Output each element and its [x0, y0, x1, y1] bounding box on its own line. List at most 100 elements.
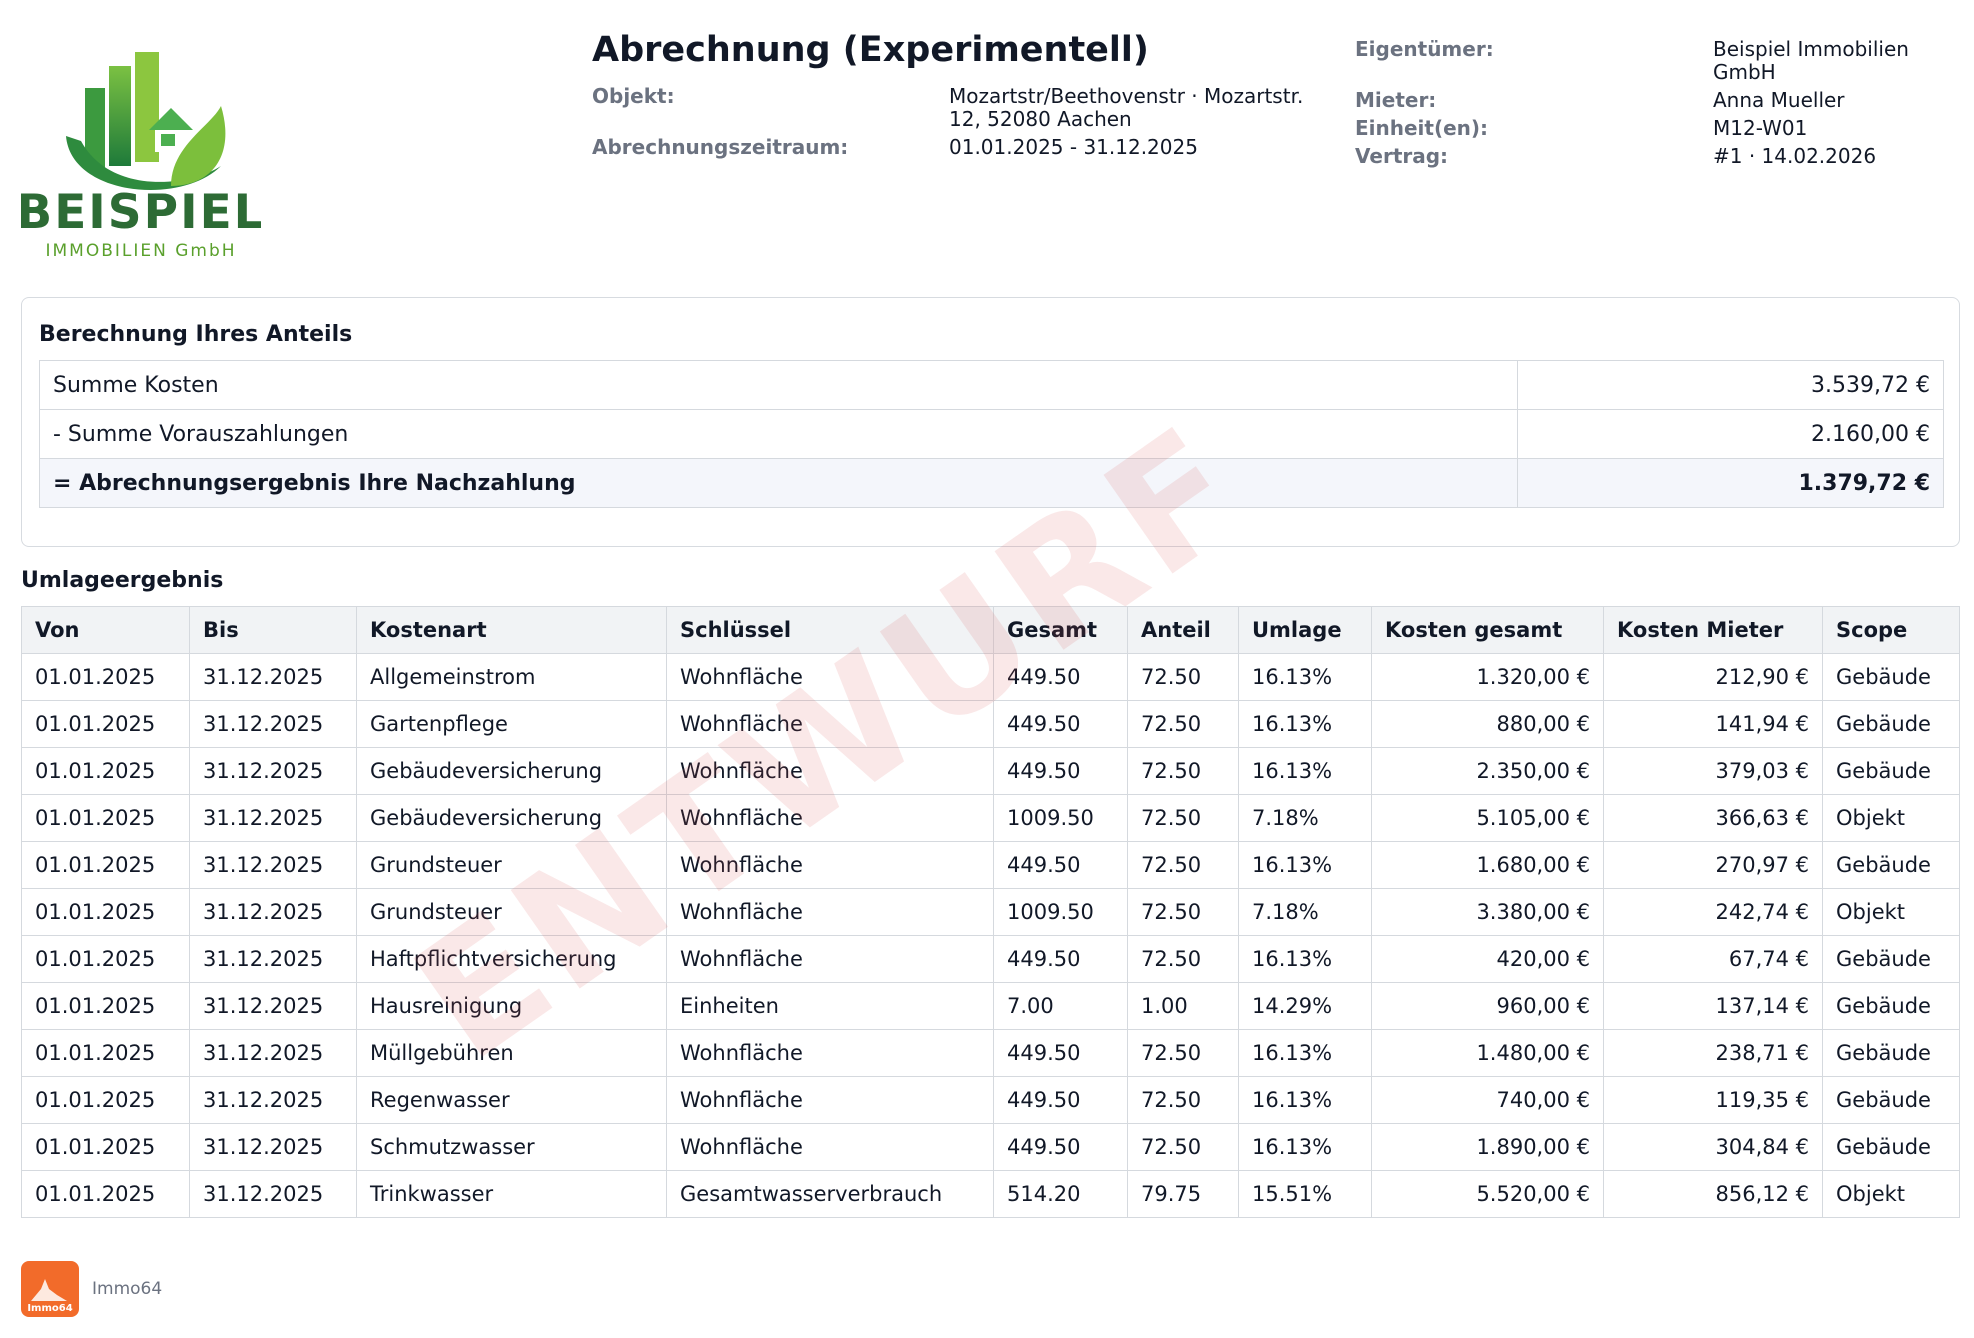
table-cell: 01.01.2025 [21, 653, 190, 701]
table-cell: Müllgebühren [356, 1029, 667, 1077]
logo: BEISPIEL IMMOBILIEN GmbH [21, 52, 261, 261]
table-cell: Wohnfläche [666, 1123, 994, 1171]
field-label: Vertrag: [1355, 144, 1449, 168]
column-header: Anteil [1127, 606, 1239, 654]
table-cell: Allgemeinstrom [356, 653, 667, 701]
table-cell: Wohnfläche [666, 935, 994, 983]
summary-cell: 1.379,72 € [1517, 458, 1944, 508]
summary-row: - Summe Vorauszahlungen 2.160,00 € [39, 409, 1944, 459]
table-cell: 141,94 € [1603, 700, 1823, 748]
table-cell: Wohnfläche [666, 1076, 994, 1124]
table-cell: 67,74 € [1603, 935, 1823, 983]
table-cell: 16.13% [1238, 1029, 1372, 1077]
field-label: Mieter: [1355, 88, 1437, 112]
column-header: Scope [1822, 606, 1960, 654]
field-label: Abrechnungszeitraum: [592, 135, 849, 159]
table-cell: Einheiten [666, 982, 994, 1030]
logo-name: BEISPIEL [21, 185, 261, 240]
table-cell: 72.50 [1127, 653, 1239, 701]
table-cell: 449.50 [993, 700, 1128, 748]
table-cell: 16.13% [1238, 935, 1372, 983]
footer-icon: Immo64 [21, 1261, 79, 1317]
table-cell: 31.12.2025 [189, 1170, 357, 1218]
parties: Eigentümer: Beispiel Immobilien GmbH Miete… [1355, 38, 1958, 168]
table-cell: 16.13% [1238, 700, 1372, 748]
summary-row: = Abrechnungsergebnis Ihre Nachzahlung 1.… [39, 458, 1944, 508]
table-cell: 366,63 € [1603, 794, 1823, 842]
summary-box [21, 297, 1960, 547]
table-cell: 16.13% [1238, 747, 1372, 795]
table-cell: Objekt [1822, 888, 1960, 936]
table-cell: 449.50 [993, 1076, 1128, 1124]
table-cell: 1009.50 [993, 794, 1128, 842]
table-cell: 01.01.2025 [21, 1123, 190, 1171]
table-cell: 31.12.2025 [189, 841, 357, 889]
table-cell: Wohnfläche [666, 747, 994, 795]
logo-window [161, 134, 175, 146]
logo-subtitle: IMMOBILIEN GmbH [45, 241, 236, 261]
field-label: Eigentümer: [1355, 37, 1494, 61]
table-cell: 01.01.2025 [21, 1029, 190, 1077]
table-cell: Haftpflichtversicherung [356, 935, 667, 983]
table-cell: 119,35 € [1603, 1076, 1823, 1124]
summary-table: Summe Kosten 3.539,72 € - Summe Vorauszahl… [39, 360, 1944, 508]
table-cell: Wohnfläche [666, 841, 994, 889]
column-header: Von [21, 606, 190, 654]
table-cell: Grundsteuer [356, 841, 667, 889]
table-cell: Gebäude [1822, 1076, 1960, 1124]
table-row: 01.01.2025 31.12.2025 Gebäudeversicherung W… [21, 794, 1960, 842]
table-cell: Gebäudeversicherung [356, 794, 667, 842]
summary-row: Summe Kosten 3.539,72 € [39, 360, 1944, 410]
table-cell: Wohnfläche [666, 1029, 994, 1077]
summary-cell: - Summe Vorauszahlungen [39, 409, 1518, 459]
table-cell: 15.51% [1238, 1170, 1372, 1218]
table-cell: Gebäude [1822, 1123, 1960, 1171]
table-cell: 1.00 [1127, 982, 1239, 1030]
field-value: #1 · 14.02.2026 [1713, 144, 1877, 168]
table-cell: 01.01.2025 [21, 700, 190, 748]
field-value: M12-W01 [1713, 116, 1808, 140]
table-cell: Objekt [1822, 1170, 1960, 1218]
table-cell: Gebäude [1822, 841, 1960, 889]
fields: Objekt: Mozartstr/Beethovenstr · Mozartst… [592, 85, 1329, 159]
table-cell: 856,12 € [1603, 1170, 1823, 1218]
table-cell: Gebäude [1822, 982, 1960, 1030]
table-cell: 1.320,00 € [1371, 653, 1604, 701]
field-value: 01.01.2025 - 31.12.2025 [949, 135, 1198, 159]
field-value: Mozartstr/Beethovenstr · Mozartstr. 12, … [949, 84, 1304, 131]
table-cell: 7.00 [993, 982, 1128, 1030]
table-row: 01.01.2025 31.12.2025 Hausreinigung Einheit… [21, 982, 1960, 1030]
table-cell: Gebäude [1822, 653, 1960, 701]
field-value: Beispiel Immobilien GmbH [1713, 37, 1909, 84]
table-cell: 72.50 [1127, 935, 1239, 983]
table-row: 01.01.2025 31.12.2025 Regenwasser Wohnfläch… [21, 1076, 1960, 1124]
summary-title: Berechnung Ihres Anteils [39, 322, 353, 347]
table-cell: 31.12.2025 [189, 1123, 357, 1171]
table-cell: 137,14 € [1603, 982, 1823, 1030]
cost-table: Von Bis Kostenart Schlüssel Gesamt Anteil Umla… [21, 606, 1960, 1218]
logo-building [109, 66, 131, 166]
table-cell: 379,03 € [1603, 747, 1823, 795]
table-row: 01.01.2025 31.12.2025 Grundsteuer Wohnfläch… [21, 888, 1960, 936]
table-cell: 270,97 € [1603, 841, 1823, 889]
table-cell: 79.75 [1127, 1170, 1239, 1218]
table-cell: 16.13% [1238, 1076, 1372, 1124]
table-cell: 01.01.2025 [21, 841, 190, 889]
table-cell: Regenwasser [356, 1076, 667, 1124]
table-cell: 304,84 € [1603, 1123, 1823, 1171]
table-cell: Gesamtwasserverbrauch [666, 1170, 994, 1218]
table-cell: 2.350,00 € [1371, 747, 1604, 795]
field-value: Anna Mueller [1713, 88, 1845, 112]
table-cell: Objekt [1822, 794, 1960, 842]
table-cell: Wohnfläche [666, 700, 994, 748]
table-row: 01.01.2025 31.12.2025 Trinkwasser Gesamtwas… [21, 1170, 1960, 1218]
summary-cell: = Abrechnungsergebnis Ihre Nachzahlung [39, 458, 1518, 508]
table-cell: 880,00 € [1371, 700, 1604, 748]
table-cell: 72.50 [1127, 1123, 1239, 1171]
table-row: 01.01.2025 31.12.2025 Gebäudeversicherung W… [21, 747, 1960, 795]
table-cell: Gebäude [1822, 700, 1960, 748]
table-row: 01.01.2025 31.12.2025 Gartenpflege Wohnfläc… [21, 700, 1960, 748]
table-cell: Gebäude [1822, 935, 1960, 983]
footer-brand: Immo64 [92, 1279, 163, 1299]
